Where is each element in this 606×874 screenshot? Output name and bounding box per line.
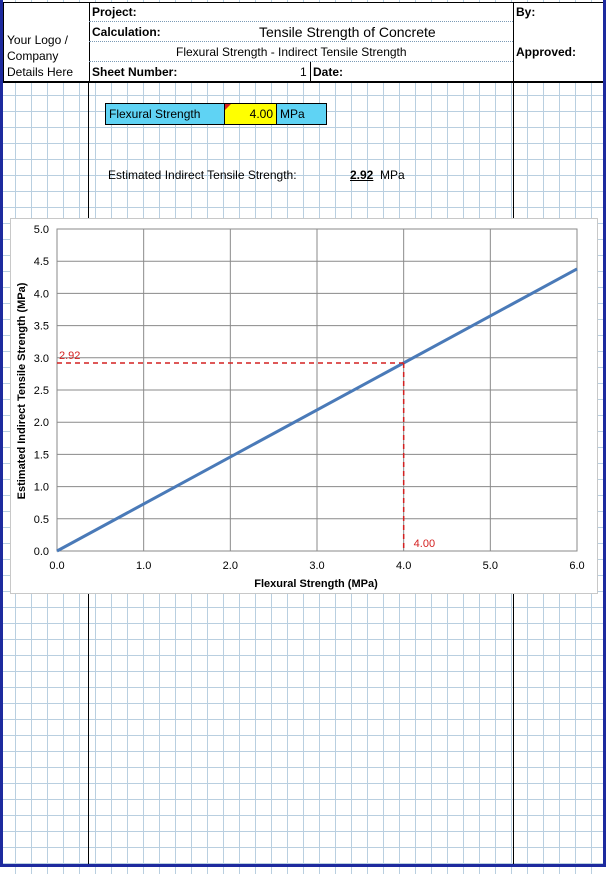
flexural-strength-input-row: Flexural Strength 4.00 MPa xyxy=(105,103,327,125)
y-tick-label: 4.0 xyxy=(34,288,49,300)
calculation-subtitle: Flexural Strength - Indirect Tensile Str… xyxy=(176,45,407,59)
sheet-number-label: Sheet Number: xyxy=(92,65,177,79)
header-divider-right xyxy=(513,2,514,82)
x-tick-label: 5.0 xyxy=(483,560,498,572)
y-tick-label: 4.5 xyxy=(34,256,49,268)
y-tick-label: 0.0 xyxy=(34,546,49,558)
x-axis-title: Flexural Strength (MPa) xyxy=(254,578,378,590)
header-row-divider-1 xyxy=(89,21,513,22)
window-border-bottom xyxy=(0,864,606,867)
flexural-strength-label: Flexural Strength xyxy=(109,107,200,121)
x-tick-label: 0.0 xyxy=(49,560,64,572)
flexural-strength-label-cell: Flexural Strength xyxy=(106,104,225,124)
project-label: Project: xyxy=(92,5,137,19)
y-tick-label: 5.0 xyxy=(34,224,49,236)
header-row-divider-2 xyxy=(89,41,513,42)
header-row-divider-3 xyxy=(89,61,513,62)
date-label: Date: xyxy=(313,65,343,79)
result-label: Estimated Indirect Tensile Strength: xyxy=(108,168,297,182)
calculation-label: Calculation: xyxy=(92,25,161,39)
sheet-date-divider xyxy=(310,62,311,81)
flexural-strength-unit: MPa xyxy=(280,107,305,121)
logo-box: Your Logo / Company Details Here xyxy=(3,2,90,82)
approved-label: Approved: xyxy=(516,45,576,59)
sheet-number-value[interactable]: 1 xyxy=(300,65,307,79)
flexural-strength-value-cell[interactable]: 4.00 xyxy=(225,104,277,124)
x-tick-label: 3.0 xyxy=(309,560,324,572)
y-tick-label: 2.5 xyxy=(34,385,49,397)
y-tick-label: 0.5 xyxy=(34,514,49,526)
flexural-strength-unit-cell: MPa xyxy=(277,104,326,124)
chart-area[interactable]: 4.00 2.92 0.0 1.0 2.0 3.0 4.0 5.0 6.0 0.0 0.5 1.0 1… xyxy=(10,218,598,594)
y-tick-label: 3.0 xyxy=(34,353,49,365)
x-tick-label: 6.0 xyxy=(569,560,584,572)
x-tick-label: 1.0 xyxy=(136,560,151,572)
x-tick-label: 4.0 xyxy=(396,560,411,572)
marker-y-label: 2.92 xyxy=(59,350,80,362)
y-tick-label: 3.5 xyxy=(34,321,49,333)
marker-x-label: 4.00 xyxy=(414,538,435,550)
result-unit: MPa xyxy=(380,168,405,182)
x-tick-label: 2.0 xyxy=(223,560,238,572)
flexural-strength-value[interactable]: 4.00 xyxy=(250,107,273,121)
calculation-title: Tensile Strength of Concrete xyxy=(259,24,436,40)
y-tick-label: 1.5 xyxy=(34,449,49,461)
y-axis-title: Estimated Indirect Tensile Strength (MPa… xyxy=(16,282,28,499)
window-border-left xyxy=(0,0,3,866)
chart-svg: 4.00 2.92 0.0 1.0 2.0 3.0 4.0 5.0 6.0 0.0 0.5 1.0 1… xyxy=(11,219,597,593)
logo-text: Your Logo / Company Details Here xyxy=(7,32,87,80)
by-label: By: xyxy=(516,5,535,19)
y-tick-label: 1.0 xyxy=(34,482,49,494)
y-tick-label: 2.0 xyxy=(34,417,49,429)
comment-marker-icon xyxy=(225,104,231,110)
result-value: 2.92 xyxy=(350,168,373,182)
